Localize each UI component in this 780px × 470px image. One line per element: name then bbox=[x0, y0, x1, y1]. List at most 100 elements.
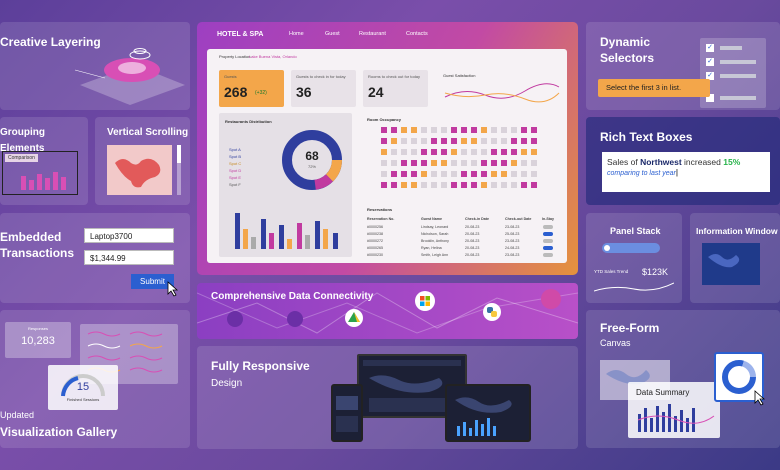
nav-restaurant[interactable]: Restaurant bbox=[359, 31, 386, 37]
legend-item: Spot A bbox=[229, 147, 241, 152]
occupancy-cell bbox=[471, 171, 477, 177]
nav-contacts[interactable]: Contacts bbox=[406, 31, 428, 37]
list-item[interactable] bbox=[720, 46, 742, 50]
tile-embedded-transactions: Embedded Transactions Laptop3700 $1,344.… bbox=[0, 213, 190, 303]
occupancy-cell bbox=[421, 138, 427, 144]
kpi-delta: (+32) bbox=[255, 90, 267, 96]
occupancy-cell bbox=[411, 160, 417, 166]
occupancy-title: Room Occupancy bbox=[367, 117, 402, 122]
occupancy-cell bbox=[441, 182, 447, 188]
gauge-value: 15 bbox=[76, 381, 90, 393]
occupancy-cell bbox=[481, 171, 487, 177]
in-stay-toggle[interactable] bbox=[543, 239, 553, 243]
info-map-window[interactable] bbox=[702, 243, 760, 285]
text-run: increased bbox=[684, 157, 721, 167]
text-run: Sales of bbox=[607, 157, 638, 167]
in-stay-toggle[interactable] bbox=[543, 225, 553, 229]
occupancy-cell bbox=[411, 171, 417, 177]
occupancy-cell bbox=[491, 127, 497, 133]
occupancy-cell bbox=[511, 160, 517, 166]
in-stay-toggle[interactable] bbox=[543, 253, 553, 257]
occupancy-cell bbox=[421, 149, 427, 155]
occupancy-cell bbox=[451, 171, 457, 177]
occupancy-cell bbox=[471, 127, 477, 133]
kpi-value: 36 bbox=[296, 84, 312, 100]
rich-text-editor[interactable]: Sales of Northwest increased 15% compari… bbox=[602, 152, 770, 192]
occupancy-cell bbox=[381, 138, 387, 144]
cursor-icon bbox=[167, 281, 179, 297]
in-stay-toggle[interactable] bbox=[543, 246, 553, 250]
occupancy-cell bbox=[441, 171, 447, 177]
legend-item: Spot B bbox=[229, 154, 242, 159]
responses-label: Responses bbox=[27, 326, 48, 331]
nav-guest[interactable]: Guest bbox=[325, 31, 340, 37]
gauge-card: 15 Finished Sessions bbox=[48, 365, 118, 410]
checkbox-unchecked[interactable] bbox=[706, 94, 714, 102]
occupancy-cell bbox=[451, 160, 457, 166]
tile-title: Comprehensive Data Connectivity bbox=[211, 291, 374, 302]
occupancy-cell bbox=[401, 182, 407, 188]
occupancy-cell bbox=[491, 160, 497, 166]
nav-home[interactable]: Home bbox=[289, 31, 304, 37]
occupancy-cell bbox=[511, 182, 517, 188]
hotel-dashboard: HOTEL & SPA Home Guest Restaurant Contac… bbox=[197, 22, 578, 275]
occupancy-cell bbox=[521, 171, 527, 177]
table-cell: #0000238 bbox=[367, 232, 383, 236]
table-cell: 25-08-23 bbox=[505, 232, 520, 236]
occupancy-cell bbox=[501, 160, 507, 166]
occupancy-cell bbox=[391, 171, 397, 177]
tile-title: Vertical Scrolling bbox=[107, 127, 189, 138]
table-cell: #0000272 bbox=[367, 239, 383, 243]
occupancy-cell bbox=[521, 149, 527, 155]
occupancy-cell bbox=[401, 138, 407, 144]
list-item[interactable] bbox=[720, 96, 756, 100]
occupancy-cell bbox=[441, 149, 447, 155]
occupancy-cell bbox=[451, 149, 457, 155]
occupancy-cell bbox=[461, 160, 467, 166]
tile-data-connectivity: Comprehensive Data Connectivity bbox=[197, 283, 578, 339]
occupancy-cell bbox=[481, 138, 487, 144]
occupancy-cell bbox=[381, 182, 387, 188]
legend-item: Spot C bbox=[229, 161, 242, 166]
checkbox-checked[interactable]: ✓ bbox=[706, 72, 714, 80]
kpi-label: Guests to check in for today bbox=[296, 74, 346, 79]
updated-label: Updated bbox=[0, 410, 35, 420]
scroll-map-panel[interactable] bbox=[107, 145, 172, 195]
tile-free-form: Free-Form Canvas Data Summary bbox=[586, 310, 780, 448]
tablet-device bbox=[331, 384, 363, 442]
kubernetes-icon bbox=[287, 311, 303, 327]
occupancy-cell bbox=[381, 127, 387, 133]
occupancy-cell bbox=[471, 182, 477, 188]
occupancy-cell bbox=[421, 160, 427, 166]
tile-title: Dynamic Selectors bbox=[600, 35, 655, 65]
trend-sparkline bbox=[594, 282, 674, 292]
occupancy-cell bbox=[531, 171, 537, 177]
tile-title: Information Window bbox=[696, 226, 778, 236]
location-value: Lake Buena Vista, Orlando bbox=[249, 54, 297, 59]
tile-fully-responsive: Fully Responsive Design bbox=[197, 346, 578, 449]
table-cell: #0000256 bbox=[367, 225, 383, 229]
checkbox-checked[interactable]: ✓ bbox=[706, 58, 714, 66]
list-item[interactable] bbox=[720, 74, 756, 78]
connector-icon bbox=[227, 311, 243, 327]
summary-bar-chart bbox=[637, 404, 715, 432]
occupancy-cell bbox=[521, 127, 527, 133]
occupancy-cell bbox=[381, 160, 387, 166]
scrollbar[interactable] bbox=[177, 145, 181, 195]
in-stay-toggle[interactable] bbox=[543, 232, 553, 236]
group-box[interactable]: Comparison bbox=[2, 151, 78, 195]
stack-toggle[interactable] bbox=[602, 243, 660, 253]
checkbox-checked[interactable]: ✓ bbox=[706, 44, 714, 52]
trend-value: $123K bbox=[642, 267, 669, 277]
comparison-chip: Comparison bbox=[5, 154, 38, 162]
product-input[interactable]: Laptop3700 bbox=[84, 228, 174, 243]
occupancy-cell bbox=[461, 127, 467, 133]
occupancy-cell bbox=[391, 149, 397, 155]
price-input[interactable]: $1,344.99 bbox=[84, 250, 174, 265]
table-cell: #0000265 bbox=[367, 246, 383, 250]
data-summary-card[interactable]: Data Summary bbox=[628, 382, 720, 438]
occupancy-cell bbox=[501, 182, 507, 188]
submit-button[interactable]: Submit bbox=[131, 274, 174, 289]
list-item[interactable] bbox=[720, 60, 756, 64]
occupancy-cell bbox=[501, 149, 507, 155]
